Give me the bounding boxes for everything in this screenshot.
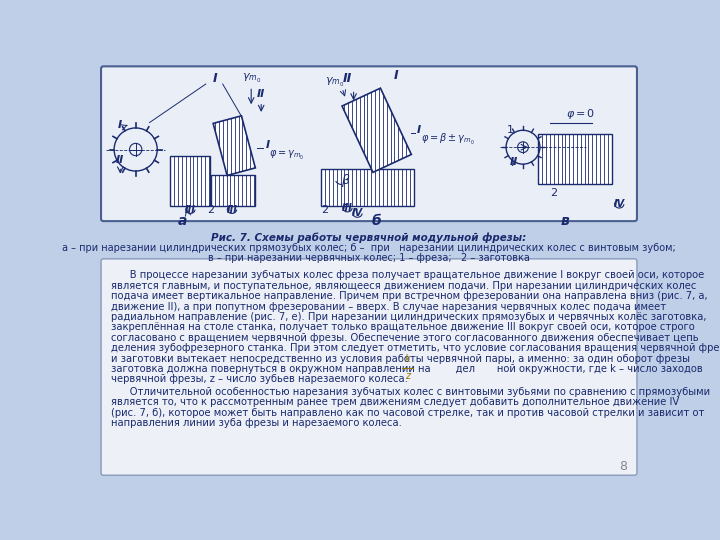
Text: IV: IV [613, 199, 625, 209]
FancyBboxPatch shape [101, 259, 637, 475]
Text: деления зубофрезерного станка. При этом следует отметить, что условие согласован: деления зубофрезерного станка. При этом … [111, 343, 720, 353]
Polygon shape [171, 156, 210, 206]
Text: $\varphi=\beta\pm\gamma_{m_0}$: $\varphi=\beta\pm\gamma_{m_0}$ [420, 132, 474, 147]
Text: движение II), а при попутном фрезеровании – вверх. В случае нарезания червячных : движение II), а при попутном фрезеровани… [111, 301, 666, 312]
Text: в: в [561, 214, 570, 228]
Text: закреплённая на столе станка, получает только вращательное движение III вокруг с: закреплённая на столе станка, получает т… [111, 322, 695, 332]
Polygon shape [342, 88, 411, 172]
Text: $\varphi=0$: $\varphi=0$ [566, 107, 595, 121]
Text: III: III [227, 205, 238, 214]
Polygon shape [321, 168, 414, 206]
Text: $\gamma_{m_0}$: $\gamma_{m_0}$ [325, 76, 344, 89]
Text: а – при нарезании цилиндрических прямозубых колес; б –  при   нарезании цилиндри: а – при нарезании цилиндрических прямозу… [62, 244, 676, 253]
Text: Отличительной особенностью нарезания зубчатых колес с винтовыми зубьями по сравн: Отличительной особенностью нарезания зуб… [111, 387, 710, 397]
Text: $\gamma_{m_0}$: $\gamma_{m_0}$ [241, 72, 261, 85]
Polygon shape [211, 175, 255, 206]
Text: III: III [185, 205, 196, 214]
Text: а: а [178, 214, 187, 228]
Text: I: I [212, 72, 217, 85]
Text: 1: 1 [506, 125, 513, 134]
Text: I: I [118, 120, 122, 130]
Text: I: I [394, 69, 398, 82]
Text: $\varphi=\gamma_{m_0}$: $\varphi=\gamma_{m_0}$ [269, 149, 305, 162]
Text: является главным, и поступательное, являющееся движением подачи. При нарезании ц: является главным, и поступательное, явля… [111, 281, 696, 291]
Text: z: z [405, 371, 410, 381]
Text: радиальном направление (рис. 7, е). При нарезании цилиндрических прямозубых и че: радиальном направление (рис. 7, е). При … [111, 312, 706, 322]
Text: червячной фрезы, z – число зубьев нарезаемого колеса.: червячной фрезы, z – число зубьев нареза… [111, 374, 408, 384]
Text: 2: 2 [321, 205, 328, 214]
Text: б: б [372, 214, 382, 228]
Text: 2: 2 [550, 188, 557, 198]
Text: II: II [510, 157, 518, 167]
Text: 8: 8 [619, 460, 627, 473]
Text: согласовано с вращением червячной фрезы. Обеспечение этого согласованного движен: согласовано с вращением червячной фрезы.… [111, 333, 698, 343]
Text: II: II [257, 89, 266, 99]
Text: является то, что к рассмотренным ранее трем движениям следует добавить дополните: является то, что к рассмотренным ранее т… [111, 397, 679, 408]
Text: 2: 2 [207, 205, 215, 214]
Text: и заготовки вытекает непосредственно из условия работы червячной пары, а именно:: и заготовки вытекает непосредственно из … [111, 354, 690, 363]
Text: в – при нарезании червячных колес; 1 – фреза;   2 – заготовка: в – при нарезании червячных колес; 1 – ф… [208, 253, 530, 262]
Text: направления линии зуба фрезы и нарезаемого колеса.: направления линии зуба фрезы и нарезаемо… [111, 418, 402, 428]
Text: Рис. 7. Схемы работы червячной модульной фрезы:: Рис. 7. Схемы работы червячной модульной… [212, 233, 526, 243]
Text: II: II [116, 156, 125, 165]
Text: подача имеет вертикальное направление. Причем при встречном фрезеровании она нап: подача имеет вертикальное направление. П… [111, 291, 708, 301]
FancyBboxPatch shape [101, 66, 637, 221]
Text: В процессе нарезании зубчатых колес фреза получает вращательное движение I вокру: В процессе нарезании зубчатых колес фрез… [111, 271, 704, 280]
Polygon shape [213, 116, 256, 176]
Text: (рис. 7, б), которое может быть направлено как по часовой стрелке, так и против : (рис. 7, б), которое может быть направле… [111, 408, 704, 418]
Text: заготовка должна повернуться в окружном направлении на        дел       ной окру: заготовка должна повернуться в окружном … [111, 364, 703, 374]
Text: IV: IV [352, 208, 363, 219]
Polygon shape [539, 134, 611, 184]
Text: $\beta$: $\beta$ [341, 172, 351, 189]
Text: k: k [405, 354, 410, 364]
Text: II: II [343, 72, 352, 85]
Text: III: III [342, 203, 353, 213]
Text: I: I [265, 140, 269, 150]
Text: I: I [417, 125, 421, 134]
